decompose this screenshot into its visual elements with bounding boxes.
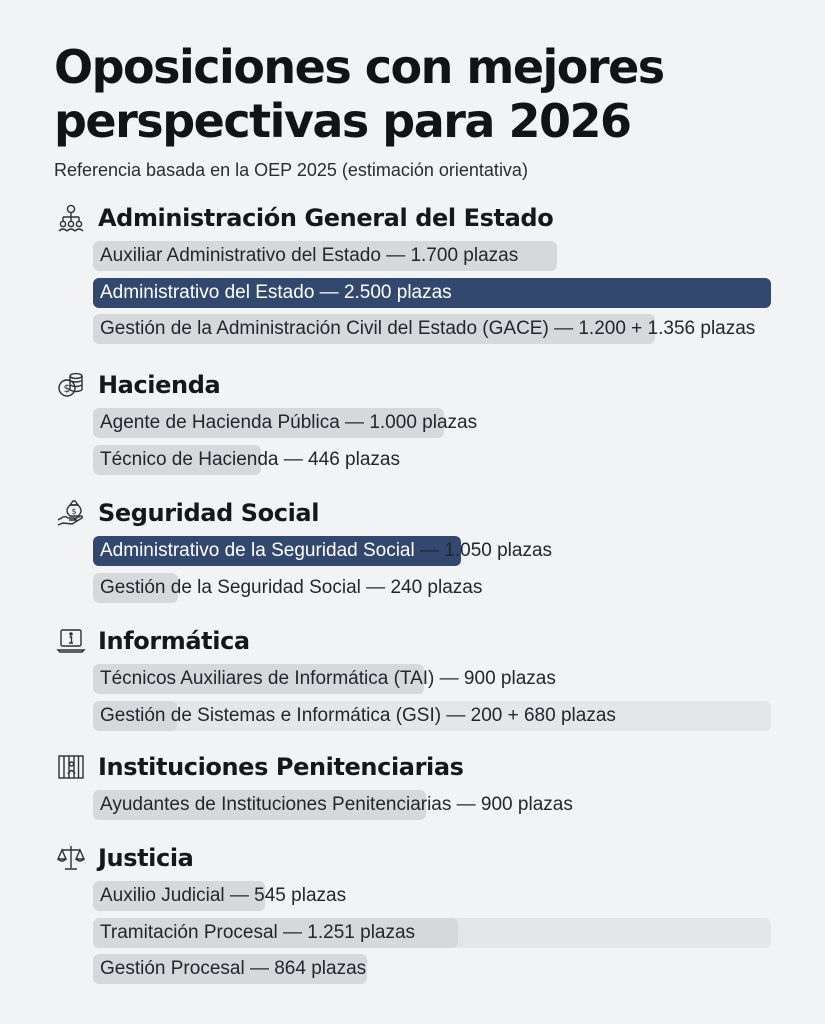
section-list: Auxiliar Administrativo del Estado — 1.7… (93, 238, 773, 348)
list-item: Técnico de Hacienda — 446 plazas (93, 442, 773, 479)
list-item: Ayudantes de Instituciones Penitenciaria… (93, 787, 773, 824)
page-title: Oposiciones con mejores perspectivas par… (54, 40, 665, 148)
list-item-label: Técnico de Hacienda — 446 plazas (100, 448, 400, 470)
section-list: Agente de Hacienda Pública — 1.000 plaza… (93, 405, 773, 478)
list-item-label: Técnicos Auxiliares de Informática (TAI)… (100, 668, 556, 689)
highlight-bar (93, 881, 265, 911)
list-item-label: Ayudantes de Instituciones Penitenciaria… (100, 794, 573, 815)
section-title: Hacienda (98, 371, 221, 399)
svg-text:$: $ (71, 507, 76, 516)
section-header: Justicia (52, 841, 194, 875)
list-item: Agente de Hacienda Pública — 1.000 plaza… (93, 405, 773, 442)
list-item-label: Administrativo del Estado — 2.500 plazas (100, 281, 452, 303)
list-item: Gestión de la Administración Civil del E… (93, 311, 773, 348)
list-item: Gestión Procesal — 864 plazas (93, 951, 773, 988)
highlight-bar (93, 444, 261, 475)
organization-chart-icon (52, 201, 90, 235)
highlight-bar (93, 314, 655, 344)
list-item: Auxilio Judicial — 545 plazas (93, 878, 773, 915)
list-item: Gestión de Sistemas e Informática (GSI) … (93, 698, 773, 735)
hand-money-bag-icon: $ (52, 496, 90, 530)
highlight-bar (93, 664, 424, 694)
section-header: Instituciones Penitenciarias (52, 750, 464, 784)
list-item-label: Gestión de Sistemas e Informática (GSI) … (100, 704, 616, 726)
highlight-bar (93, 277, 771, 308)
section-title: Seguridad Social (98, 499, 320, 527)
list-item-label: Gestión Procesal — 864 plazas (100, 958, 367, 979)
list-item: Administrativo de la Seguridad Social — … (93, 533, 773, 570)
section-header: $ Seguridad Social (52, 496, 319, 530)
highlight-bar (93, 536, 461, 566)
highlight-bar-inner (93, 700, 177, 731)
highlight-bar (93, 790, 426, 820)
section-list: Ayudantes de Instituciones Penitenciaria… (93, 787, 773, 824)
section-header: Administración General del Estado (52, 201, 554, 235)
list-item-label: Gestión de la Seguridad Social — 240 pla… (100, 576, 483, 598)
highlight-bar-inner (93, 917, 458, 948)
section-list: Administrativo de la Seguridad Social — … (93, 533, 773, 606)
highlight-bar (93, 572, 178, 603)
list-item: Auxiliar Administrativo del Estado — 1.7… (93, 238, 773, 275)
highlight-bar (93, 408, 444, 438)
highlight-bar (93, 700, 771, 731)
list-item-label: Agente de Hacienda Pública — 1.000 plaza… (100, 412, 478, 433)
svg-text:$: $ (64, 382, 71, 395)
laptop-info-icon (52, 624, 90, 658)
list-item-label: Auxiliar Administrativo del Estado — 1.7… (100, 245, 519, 266)
list-item-label: Auxilio Judicial — 545 plazas (100, 885, 347, 906)
section-title: Instituciones Penitenciarias (98, 753, 464, 781)
prison-bars-icon (52, 750, 90, 784)
section-title: Justicia (98, 844, 194, 872)
list-item: Administrativo del Estado — 2.500 plazas (93, 275, 773, 312)
section-list: Técnicos Auxiliares de Informática (TAI)… (93, 661, 773, 734)
list-item: Gestión de la Seguridad Social — 240 pla… (93, 570, 773, 607)
highlight-bar (93, 954, 367, 984)
list-item: Técnicos Auxiliares de Informática (TAI)… (93, 661, 773, 698)
highlight-bar (93, 241, 557, 271)
section-header: $ Hacienda (52, 368, 221, 402)
section-header: Informática (52, 624, 250, 658)
list-item-label-rest: — 1.050 plazas (420, 540, 553, 561)
page-subtitle: Referencia basada en la OEP 2025 (estima… (54, 160, 528, 180)
section-title: Informática (98, 627, 250, 655)
list-item-label: Tramitación Procesal — 1.251 plazas (100, 921, 416, 943)
list-item-label: Gestión de la Administración Civil del E… (100, 318, 756, 339)
coins-icon: $ (52, 368, 90, 402)
list-item-label-highlighted: Administrativo de la Seguridad Social (100, 540, 421, 561)
list-item-label: Administrativo de la Seguridad Social — … (100, 533, 552, 569)
section-title: Administración General del Estado (98, 204, 554, 232)
list-item: Tramitación Procesal — 1.251 plazas (93, 915, 773, 952)
scales-of-justice-icon (52, 841, 90, 875)
section-list: Auxilio Judicial — 545 plazas Tramitació… (93, 878, 773, 988)
